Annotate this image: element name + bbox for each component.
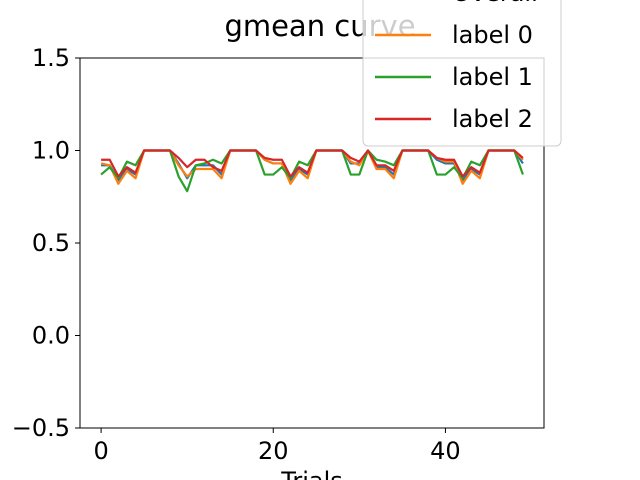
series-line-1 xyxy=(100,149,524,185)
x-axis-ticks: 0 20 40 xyxy=(93,428,461,465)
x-axis-label: Trials xyxy=(280,467,343,480)
y-axis-ticks: −0.5 0.0 0.5 1.0 1.5 xyxy=(12,44,80,442)
y-tick-label: 1.5 xyxy=(32,44,70,72)
x-tick-label: 0 xyxy=(93,437,108,465)
legend-label-3: label 2 xyxy=(452,105,533,133)
series-line-3 xyxy=(101,149,524,178)
legend: Overall label 0 label 1 label 2 xyxy=(362,0,562,147)
series-layer xyxy=(100,149,524,193)
x-tick-label: 20 xyxy=(258,437,289,465)
legend-label-1: label 0 xyxy=(452,21,533,49)
legend-items: Overall label 0 label 1 label 2 xyxy=(375,0,538,133)
y-tick-label: 0.5 xyxy=(32,229,70,257)
series-line-2 xyxy=(100,149,524,193)
y-tick-label: 1.0 xyxy=(32,137,70,165)
legend-label-2: label 1 xyxy=(452,63,533,91)
legend-box xyxy=(362,0,562,147)
y-tick-label: 0.0 xyxy=(32,322,70,350)
x-tick-label: 40 xyxy=(430,437,461,465)
y-tick-label: −0.5 xyxy=(12,414,70,442)
legend-label-0: Overall xyxy=(452,0,538,7)
